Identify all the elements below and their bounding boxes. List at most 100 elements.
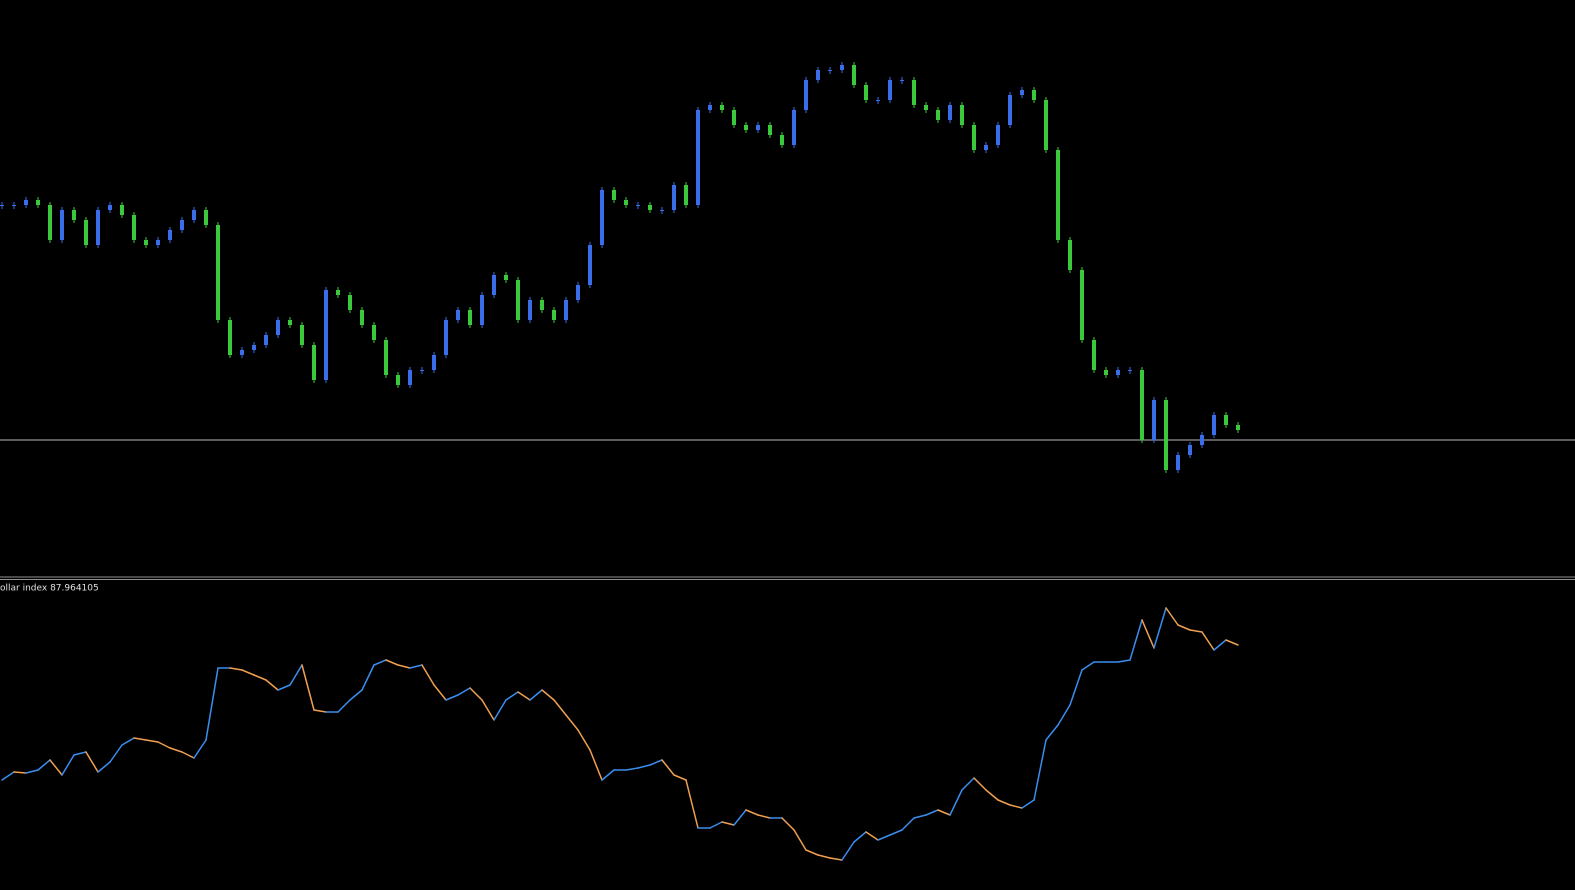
candle-body — [660, 210, 664, 211]
candle-body — [84, 220, 88, 245]
candle-body — [312, 345, 316, 380]
index-line-segment — [529, 689, 543, 701]
candle-body — [768, 125, 772, 135]
candle-body — [204, 210, 208, 225]
index-line-segment — [409, 664, 423, 669]
candle-body — [612, 190, 616, 200]
index-line-segment — [781, 817, 795, 831]
candle-body — [888, 80, 892, 100]
index-line-segment — [361, 664, 375, 691]
candle-body — [876, 100, 880, 101]
candle-body — [744, 125, 748, 130]
candle-body — [408, 370, 412, 385]
index-line-segment — [289, 664, 303, 686]
index-line-segment — [229, 667, 243, 671]
index-line-segment — [1153, 607, 1167, 649]
candle-body — [168, 230, 172, 240]
candle-body — [804, 80, 808, 110]
candle-body — [816, 70, 820, 80]
index-line-segment — [733, 809, 747, 826]
candle-body — [1128, 370, 1132, 371]
candle-body — [780, 135, 784, 145]
index-line-segment — [949, 789, 963, 816]
candle-body — [192, 210, 196, 220]
index-line-segment — [901, 817, 915, 831]
index-line-segment — [1213, 639, 1227, 651]
index-line-segment — [157, 741, 171, 749]
index-line-segment — [265, 679, 279, 691]
candle-body — [420, 370, 424, 371]
index-line-segment — [1045, 724, 1059, 741]
candle-body — [588, 245, 592, 285]
candle-body — [600, 190, 604, 245]
index-line-segment — [637, 764, 651, 769]
index-line-segment — [745, 809, 759, 816]
index-line-segment — [1225, 639, 1239, 646]
candle-body — [684, 185, 688, 205]
index-line-segment — [469, 687, 483, 701]
index-line-segment — [109, 744, 123, 763]
index-line-segment — [1165, 607, 1179, 626]
candle-body — [1224, 415, 1228, 425]
candle-body — [348, 295, 352, 310]
candle-body — [24, 200, 28, 205]
candle-body — [960, 105, 964, 125]
candle-body — [1236, 425, 1240, 430]
candle-body — [924, 105, 928, 110]
index-line-segment — [1177, 624, 1191, 631]
candle-body — [156, 240, 160, 245]
index-line-segment — [553, 699, 567, 716]
index-line-segment — [37, 759, 51, 771]
candle-body — [1116, 370, 1120, 375]
index-line-segment — [193, 739, 207, 759]
index-line-segment — [661, 759, 675, 776]
candle-body — [432, 355, 436, 370]
index-line-segment — [565, 714, 579, 731]
candle-body — [1032, 90, 1036, 100]
candle-body — [372, 325, 376, 340]
index-line-segment — [313, 709, 327, 713]
candle-body — [564, 300, 568, 320]
index-line-segment — [181, 751, 195, 759]
candle-body — [1212, 415, 1216, 435]
index-line-segment — [49, 759, 63, 776]
candle-body — [216, 225, 220, 320]
candle-body — [1176, 455, 1180, 470]
index-line-segment — [61, 754, 75, 776]
index-line-segment — [277, 684, 291, 691]
candle-body — [504, 275, 508, 280]
candle-body — [480, 295, 484, 325]
candle-body — [540, 300, 544, 310]
indicator-label: ollar index 87.964105 — [0, 584, 99, 594]
candle-body — [672, 185, 676, 210]
candle-body — [1164, 400, 1168, 470]
index-line-segment — [169, 747, 183, 753]
index-line-segment — [589, 749, 603, 781]
index-line-segment — [685, 779, 699, 829]
index-line-segment — [445, 694, 459, 701]
candle-body — [1092, 340, 1096, 370]
index-line-segment — [673, 774, 687, 781]
candle-body — [108, 205, 112, 210]
index-line-segment — [721, 821, 735, 826]
index-line-segment — [337, 699, 351, 713]
candle-body — [252, 345, 256, 350]
candle-body — [456, 310, 460, 320]
candle-body — [324, 290, 328, 380]
index-line-segment — [385, 659, 399, 666]
candle-body — [72, 210, 76, 220]
index-line-segment — [865, 831, 879, 841]
candle-body — [624, 200, 628, 205]
index-line-segment — [961, 777, 975, 791]
index-line-segment — [481, 699, 495, 721]
index-line-segment — [829, 857, 843, 861]
candle-body — [852, 65, 856, 85]
candle-body — [1068, 240, 1072, 270]
index-line-segment — [793, 829, 807, 851]
index-line-segment — [1141, 619, 1155, 649]
index-line-segment — [433, 684, 447, 701]
candle-body — [228, 320, 232, 355]
index-line-segment — [133, 737, 147, 741]
index-line-segment — [121, 737, 135, 746]
